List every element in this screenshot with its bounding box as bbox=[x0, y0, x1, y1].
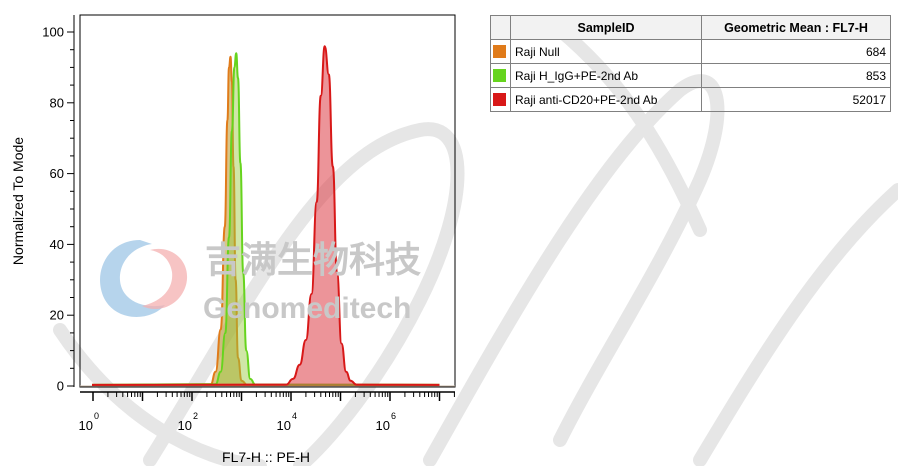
y-tick-label: 80 bbox=[50, 95, 64, 110]
legend-swatch bbox=[493, 45, 506, 58]
series-area bbox=[93, 46, 440, 386]
legend-sample-value: 684 bbox=[701, 39, 891, 64]
legend-sample-value: 853 bbox=[701, 63, 891, 88]
watermark-logo-pink bbox=[142, 248, 188, 310]
legend-sample-name: Raji Null bbox=[510, 39, 702, 64]
y-tick-label: 40 bbox=[50, 237, 64, 252]
legend-row: Raji H_IgG+PE-2nd Ab 853 bbox=[490, 63, 891, 88]
legend-sample-name: Raji anti-CD20+PE-2nd Ab bbox=[510, 87, 702, 112]
watermark-logo-blue bbox=[100, 240, 165, 317]
watermark-cn-text: 吉满生物科技 bbox=[205, 239, 421, 280]
x-tick-label: 10 bbox=[376, 418, 390, 433]
y-tick-label: 100 bbox=[42, 25, 64, 40]
series-area bbox=[93, 53, 440, 386]
legend-header-swatch bbox=[490, 15, 511, 40]
y-tick-label: 0 bbox=[57, 379, 64, 394]
legend-row: Raji Null 684 bbox=[490, 39, 891, 64]
legend-swatch bbox=[493, 69, 506, 82]
x-tick-label: 10 bbox=[277, 418, 291, 433]
series-line bbox=[92, 52, 440, 386]
legend-sample-name: Raji H_IgG+PE-2nd Ab bbox=[510, 63, 702, 88]
x-tick-label: 10 bbox=[79, 418, 93, 433]
watermark-en-text: Genomeditech bbox=[203, 292, 411, 325]
series-line bbox=[92, 55, 440, 386]
y-tick-label: 60 bbox=[50, 166, 64, 181]
series-area bbox=[93, 56, 440, 387]
legend-header-row: SampleID Geometric Mean : FL7-H bbox=[490, 15, 891, 40]
x-axis-title: FL7-H :: PE-H bbox=[222, 449, 310, 465]
watermark: 吉满生物科技 Genomeditech bbox=[100, 239, 421, 325]
y-tick-label: 20 bbox=[50, 308, 64, 323]
y-axis: 0 20 40 60 80 100 bbox=[42, 15, 75, 394]
legend-header-sampleid: SampleID bbox=[510, 15, 702, 40]
legend-table: SampleID Geometric Mean : FL7-H Raji Nul… bbox=[490, 15, 891, 112]
x-tick-exponent: 6 bbox=[391, 411, 396, 421]
plot-frame bbox=[79, 14, 456, 388]
y-axis-title: Normalized To Mode bbox=[10, 137, 26, 265]
x-tick-label: 10 bbox=[178, 418, 192, 433]
legend-swatch bbox=[493, 93, 506, 106]
x-tick-exponent: 2 bbox=[193, 411, 198, 421]
x-tick-exponent: 4 bbox=[292, 411, 297, 421]
legend-header-value: Geometric Mean : FL7-H bbox=[701, 15, 891, 40]
x-tick-exponent: 0 bbox=[94, 411, 99, 421]
legend-sample-value: 52017 bbox=[701, 87, 891, 112]
series-line bbox=[92, 45, 440, 386]
legend-row: Raji anti-CD20+PE-2nd Ab 52017 bbox=[490, 87, 891, 112]
